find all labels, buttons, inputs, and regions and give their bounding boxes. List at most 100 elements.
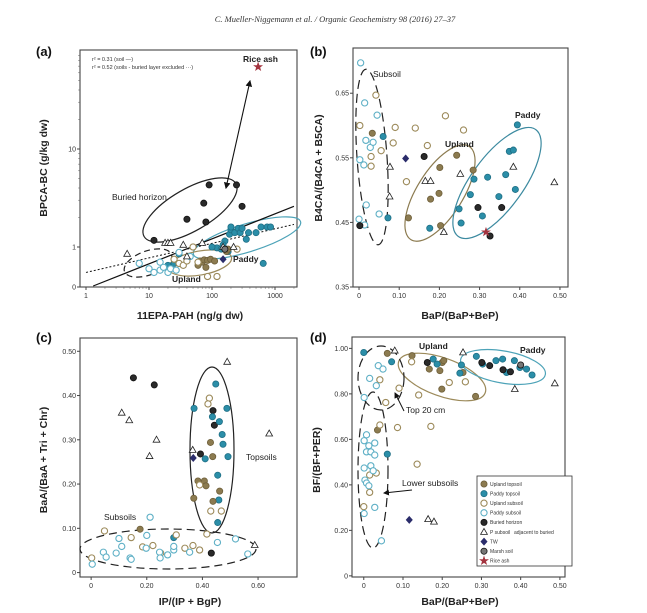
data-point <box>166 238 175 246</box>
data-point <box>466 191 474 199</box>
data-point <box>509 162 518 170</box>
series-upland-topsoil <box>368 129 477 230</box>
data-point <box>376 421 384 429</box>
data-point <box>188 445 197 453</box>
legend-label: Upland subsoil <box>490 501 523 507</box>
data-point <box>367 162 375 170</box>
legend-sublabel: adjacent to buried <box>514 530 554 536</box>
y-tick-label: 0.10 <box>62 526 76 533</box>
data-point <box>163 551 172 559</box>
series-p-subsoil-adjacent-to-buried <box>390 346 559 525</box>
group-ellipse <box>189 366 235 534</box>
annotation: Upland <box>445 139 474 149</box>
data-point <box>259 259 267 267</box>
data-point <box>267 223 275 231</box>
data-point <box>216 487 224 495</box>
legend-label: Rice ash <box>490 559 510 565</box>
data-point <box>385 162 395 170</box>
data-point <box>506 368 514 376</box>
data-point <box>402 178 411 186</box>
data-point <box>149 541 157 550</box>
data-point <box>218 430 226 438</box>
data-point <box>457 219 465 227</box>
data-point <box>244 550 252 558</box>
series-marsh-soil <box>221 245 229 253</box>
data-point <box>224 453 232 461</box>
data-point <box>207 507 215 515</box>
y-tick-label: 0.80 <box>334 391 348 398</box>
x-tick-label: 0.30 <box>473 293 487 300</box>
x-axis-label: BaP/(BaP+BeP) <box>421 310 498 322</box>
plot-frame <box>79 337 298 578</box>
data-point <box>472 392 480 400</box>
panel-label: (a) <box>36 44 52 59</box>
data-point <box>424 514 433 523</box>
data-point <box>439 227 448 235</box>
data-point <box>202 482 210 490</box>
data-point <box>389 139 397 147</box>
annotation: Rice ash <box>243 54 278 64</box>
data-point <box>223 404 231 412</box>
y-tick-label: 0.40 <box>62 393 76 400</box>
data-point <box>374 362 382 370</box>
data-point <box>245 229 253 237</box>
data-point <box>445 378 453 387</box>
data-point <box>470 175 478 183</box>
data-point <box>118 542 126 551</box>
data-point <box>427 422 435 431</box>
data-point <box>436 367 444 375</box>
series-paddy-subsoil <box>135 248 194 277</box>
x-tick-label: 1 <box>84 293 88 300</box>
data-point <box>212 380 220 388</box>
legend-label: P subsoil <box>490 530 510 536</box>
data-point <box>145 265 153 273</box>
data-point <box>408 352 416 360</box>
x-tick-label: 1000 <box>267 293 283 300</box>
data-point <box>365 442 373 450</box>
data-point <box>88 560 96 568</box>
data-point <box>189 453 197 462</box>
series-tw <box>405 515 413 524</box>
data-point <box>135 259 143 268</box>
group-ellipse <box>79 528 257 570</box>
data-point <box>513 121 521 129</box>
legend-marker <box>479 555 489 565</box>
series-rice-ash <box>481 226 491 237</box>
x-tick-label: 0.40 <box>514 583 528 590</box>
data-point <box>360 509 368 518</box>
legend-marker <box>480 480 488 488</box>
data-point <box>356 121 364 130</box>
data-point <box>484 173 492 181</box>
data-point <box>215 418 223 426</box>
data-point <box>425 365 433 373</box>
data-point <box>429 517 439 525</box>
r-squared-note: r² = 0.52 (soils - buried layer excluded… <box>92 65 193 71</box>
y-axis-label: BPCA-BC (g/kg dw) <box>38 119 50 216</box>
data-point <box>429 355 437 363</box>
data-point <box>209 497 217 505</box>
series-paddy-subsoil <box>355 59 383 229</box>
data-point <box>208 243 216 251</box>
data-point <box>127 533 135 542</box>
data-point <box>455 205 463 213</box>
data-point <box>550 177 559 186</box>
data-point <box>185 548 194 556</box>
data-point <box>238 224 246 232</box>
data-point <box>195 546 204 554</box>
data-point <box>189 243 197 251</box>
annotation: Topsoils <box>246 452 277 462</box>
legend: Upland topsoil Paddy topsoil Upland subsoi… <box>476 475 573 567</box>
series-rice-ash <box>253 61 264 71</box>
data-point <box>457 361 465 369</box>
x-axis-label: BaP/(BaP+BeP) <box>421 596 498 608</box>
data-point <box>368 129 376 137</box>
data-point <box>219 440 227 448</box>
annotation: Buried horizon <box>112 192 167 202</box>
x-tick-label: 0 <box>362 583 366 590</box>
data-point <box>170 255 178 263</box>
series-paddy-subsoil <box>88 513 252 568</box>
data-point <box>253 61 264 71</box>
data-point <box>175 248 183 257</box>
data-point <box>172 266 180 274</box>
